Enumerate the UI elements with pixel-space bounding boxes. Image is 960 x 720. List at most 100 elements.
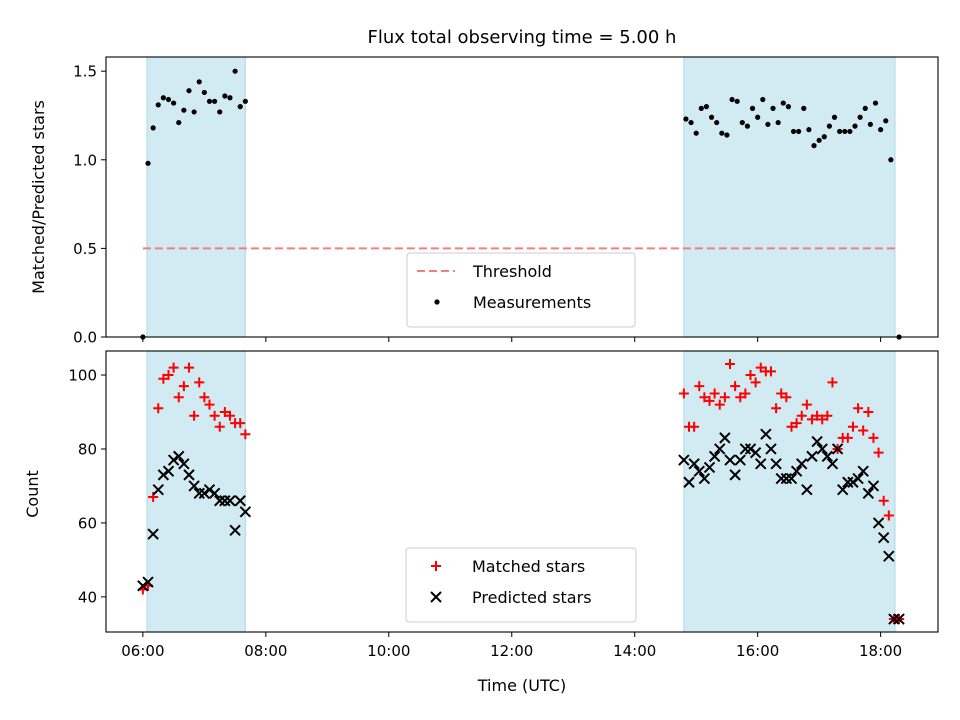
predicted-star-point xyxy=(785,472,798,485)
bottom-y-tick-label: 100 xyxy=(68,367,97,385)
predicted-star-point xyxy=(796,458,808,470)
measurement-point xyxy=(749,105,756,111)
matched-star-point xyxy=(694,381,705,392)
predicted-star-point xyxy=(857,465,869,477)
measurement-point xyxy=(811,143,817,149)
matched-star-point xyxy=(796,410,807,421)
x-tick-label: 12:00 xyxy=(490,642,533,660)
measurement-point xyxy=(775,119,781,126)
measurement-point xyxy=(826,123,832,129)
measurement-point xyxy=(145,160,151,166)
predicted-star-point xyxy=(678,454,690,466)
legend-predicted-swatch xyxy=(430,591,442,603)
matched-star-point xyxy=(173,392,184,403)
predicted-star-point xyxy=(229,524,241,537)
measurement-point xyxy=(176,119,182,126)
legend-label: Matched stars xyxy=(472,557,585,576)
matched-star-point xyxy=(842,432,853,443)
predicted-star-point xyxy=(831,443,844,455)
predicted-star-point xyxy=(842,476,854,488)
matched-star-point xyxy=(219,407,230,418)
predicted-star-point xyxy=(162,465,175,477)
matched-star-point xyxy=(822,410,833,421)
measurement-point xyxy=(242,98,248,104)
matched-star-point xyxy=(755,362,766,373)
x-tick-label: 18:00 xyxy=(859,642,902,660)
top-legend-box xyxy=(406,252,636,328)
matched-star-point xyxy=(235,418,246,429)
matched-star-point xyxy=(771,403,782,414)
chart-title: Flux total observing time = 5.00 h xyxy=(368,27,677,48)
predicted-star-point xyxy=(837,483,849,496)
predicted-star-point xyxy=(826,458,839,470)
measurement-point xyxy=(150,125,156,131)
x-axis-label: Time (UTC) xyxy=(477,676,566,695)
count-panel: 06:00 08:00 10:00 12:00 14:00 16:00 18:00 40 60 8… xyxy=(68,350,939,660)
matched-star-point xyxy=(873,447,884,458)
matched-star-point xyxy=(699,392,710,403)
predicted-star-point xyxy=(719,432,731,444)
bottom-y-tick-label: 40 xyxy=(78,588,97,606)
matched-star-point xyxy=(240,429,251,440)
matched-star-point xyxy=(878,495,889,506)
predicted-star-point xyxy=(224,495,236,507)
measurement-point xyxy=(165,96,172,103)
matched-star-point xyxy=(786,421,797,432)
measurement-point xyxy=(862,105,868,111)
matched-star-point xyxy=(735,392,746,403)
measurement-point xyxy=(796,128,802,135)
predicted-star-point xyxy=(739,443,752,455)
measurement-point xyxy=(160,95,166,101)
legend-label: Threshold xyxy=(472,262,552,281)
predicted-star-point xyxy=(173,450,185,463)
predicted-star-point xyxy=(698,472,711,485)
predicted-star-point xyxy=(770,458,782,470)
predicted-star-point xyxy=(203,483,216,496)
matched-star-point xyxy=(709,388,720,399)
legend-measurement-swatch xyxy=(434,299,440,305)
predicted-star-point xyxy=(167,454,180,466)
top-y-tick-label: 0.0 xyxy=(73,329,97,347)
predicted-star-point xyxy=(888,613,900,625)
measurement-point xyxy=(852,123,858,129)
bottom-legend-box xyxy=(405,547,637,623)
measurement-point xyxy=(196,79,202,85)
top-y-tick-label: 0.5 xyxy=(73,240,97,258)
matched-star-point xyxy=(740,388,751,399)
measurement-point xyxy=(729,96,735,103)
predicted-star-point xyxy=(157,469,170,481)
x-tick-label: 08:00 xyxy=(244,642,287,660)
predicted-star-point xyxy=(693,465,705,477)
bottom-y-axis-label: Count xyxy=(23,470,42,518)
matched-star-point xyxy=(719,392,730,403)
measurement-point xyxy=(883,118,889,124)
predicted-star-point xyxy=(142,576,154,588)
measurement-point xyxy=(765,121,771,127)
measurement-point xyxy=(212,98,218,104)
predicted-star-point xyxy=(816,443,828,455)
matched-star-point xyxy=(817,414,828,425)
matched-star-point xyxy=(704,395,715,406)
measurement-point xyxy=(888,157,894,163)
predicted-star-point xyxy=(708,450,721,463)
matched-star-point xyxy=(178,381,189,392)
predicted-star-point xyxy=(877,532,890,544)
matched-star-point xyxy=(863,407,874,418)
x-tick-label: 10:00 xyxy=(367,642,410,660)
predicted-star-point xyxy=(147,528,159,540)
matched-star-point xyxy=(812,410,823,421)
matched-star-point xyxy=(189,410,200,421)
top-y-tick-label: 1.5 xyxy=(73,63,97,81)
matched-star-point xyxy=(689,421,700,432)
predicted-star-point xyxy=(765,443,777,455)
predicted-star-point xyxy=(852,472,864,485)
predicted-star-point xyxy=(811,435,823,448)
matched-star-point xyxy=(199,392,210,403)
x-tick-label: 16:00 xyxy=(736,642,779,660)
measurement-point xyxy=(171,100,177,106)
predicted-star-point xyxy=(780,472,793,485)
measurement-point xyxy=(155,102,161,108)
predicted-star-point xyxy=(219,495,231,507)
top-observing-window xyxy=(146,57,246,337)
legend-label: Measurements xyxy=(473,293,591,312)
